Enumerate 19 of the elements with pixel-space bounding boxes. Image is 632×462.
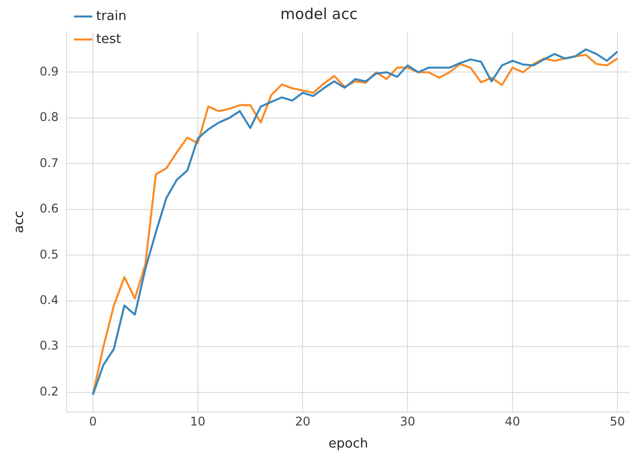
x-tick-label: 0 — [89, 414, 97, 428]
legend-label: test — [96, 32, 122, 47]
y-tick-label: 0.2 — [40, 384, 59, 398]
y-tick-label: 0.7 — [40, 156, 59, 170]
y-tick-label: 0.9 — [40, 64, 59, 78]
x-tick-label: 10 — [190, 414, 206, 428]
x-tick-label: 40 — [504, 414, 520, 428]
y-tick-label: 0.5 — [40, 247, 59, 262]
x-tick-label: 30 — [400, 414, 416, 428]
y-tick-label: 0.3 — [40, 338, 59, 353]
legend-label: train — [96, 8, 126, 24]
x-axis-title: epoch — [328, 436, 368, 452]
y-tick-label: 0.6 — [40, 202, 59, 216]
chart-title: model acc — [280, 4, 358, 23]
y-tick-label: 0.8 — [40, 110, 59, 124]
y-axis-title: acc — [12, 210, 28, 234]
y-tick-label: 0.4 — [40, 293, 59, 308]
x-tick-label: 50 — [610, 414, 626, 428]
x-tick-label: 20 — [295, 414, 310, 428]
